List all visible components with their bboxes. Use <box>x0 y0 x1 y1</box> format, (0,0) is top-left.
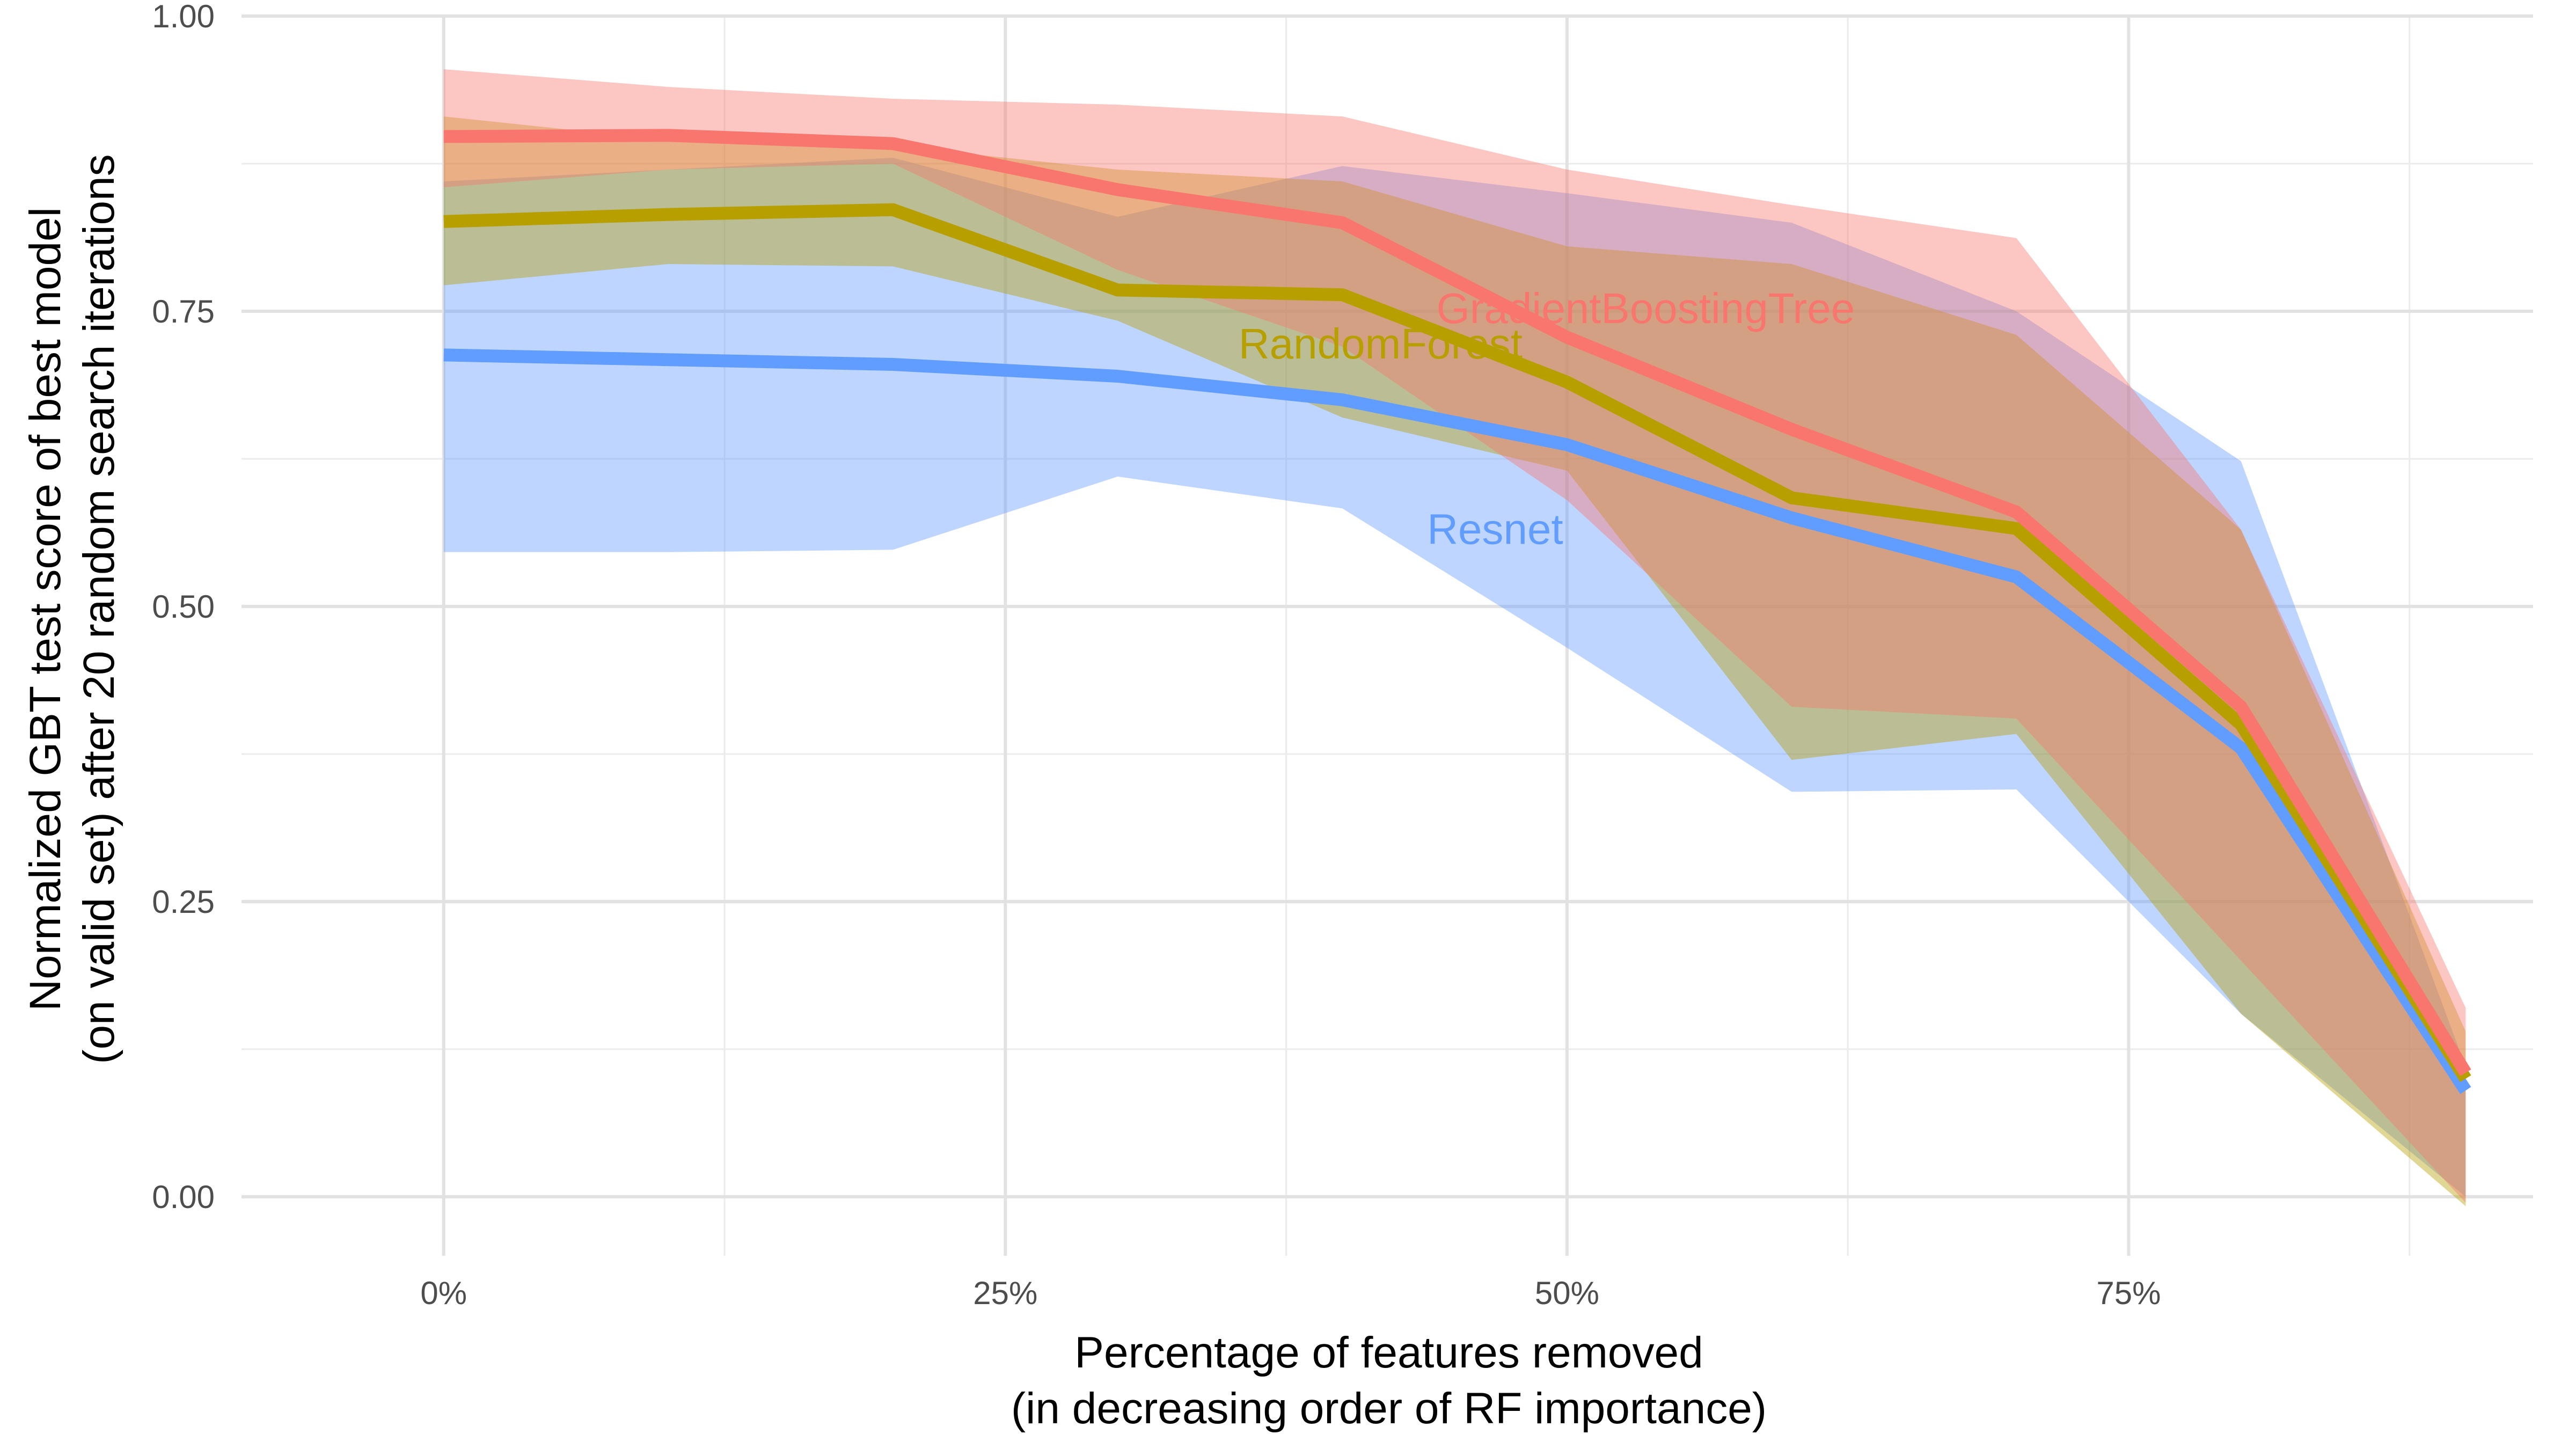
randomforest-confidence-band <box>443 116 2466 1206</box>
x-axis-title-line2: (in decreasing order of RF importance) <box>1011 1384 1767 1433</box>
gradientboostingtree-line <box>443 129 2471 1077</box>
y-tick-label: 1.00 <box>152 0 215 34</box>
resnet-line <box>443 348 2471 1094</box>
x-axis-title-line1: Percentage of features removed <box>1074 1328 1703 1377</box>
resnet-label: Resnet <box>1427 505 1563 553</box>
y-tick-labels: 0.00 0.25 0.50 0.75 1.00 <box>152 0 215 1215</box>
y-tick-label: 0.00 <box>152 1179 215 1215</box>
y-tick-label: 0.75 <box>152 294 215 330</box>
resnet-confidence-band <box>443 158 2466 1197</box>
y-tick-label: 0.25 <box>152 884 215 920</box>
confidence-bands <box>443 69 2466 1206</box>
x-tick-label: 25% <box>973 1275 1037 1311</box>
x-tick-labels: 0% 25% 50% 75% <box>420 1275 2161 1311</box>
grid-major <box>241 14 2533 1256</box>
randomforest-label: RandomForest <box>1239 320 1523 368</box>
y-axis-title-line2: (on valid set) after 20 random search it… <box>75 154 123 1064</box>
series-lines <box>443 129 2471 1094</box>
gradientboostingtree-label: GradientBoostingTree <box>1437 284 1855 332</box>
gradientboostingtree-confidence-band <box>443 69 2466 1203</box>
grid-minor <box>241 16 2533 1256</box>
y-axis-title-line1: Normalized GBT test score of best model <box>21 207 70 1011</box>
x-tick-label: 0% <box>420 1275 467 1311</box>
y-tick-label: 0.50 <box>152 589 215 625</box>
x-tick-label: 75% <box>2096 1275 2161 1311</box>
x-tick-label: 50% <box>1535 1275 1599 1311</box>
randomforest-line <box>443 203 2471 1082</box>
